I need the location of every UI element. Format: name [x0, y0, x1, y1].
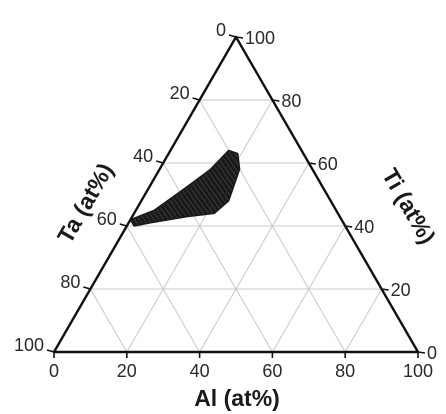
bottom-tick-label-80: 80: [335, 361, 355, 381]
left-tick-mark-80: [83, 286, 91, 290]
left-tick-mark-20: [192, 97, 200, 101]
left-tick-label-60: 60: [97, 209, 117, 229]
bottom-axis-title: Al (at%): [194, 385, 280, 411]
right-tick-mark-100: [235, 36, 244, 39]
bottom-tick-label-0: 0: [49, 361, 59, 381]
left-tick-label-20: 20: [170, 83, 190, 103]
bottom-tick-label-40: 40: [190, 361, 210, 381]
right-tick-mark-40: [345, 225, 353, 228]
grid-line-al-60: [271, 225, 346, 353]
right-tick-label-60: 60: [318, 154, 338, 174]
left-axis-title: Ta (at%): [52, 159, 118, 248]
left-axis-line: [52, 35, 238, 354]
left-tick-mark-60: [119, 223, 128, 227]
grid-line-ta-80: [89, 288, 128, 353]
grid-line-al-40: [199, 162, 310, 353]
right-axis-title: Ti (at%): [377, 164, 441, 249]
right-tick-label-20: 20: [391, 280, 411, 300]
composition-region: [129, 149, 241, 227]
region-layer: [129, 149, 241, 227]
right-tick-label-40: 40: [354, 217, 374, 237]
bottom-tick-label-20: 20: [117, 361, 137, 381]
right-tick-label-80: 80: [281, 91, 301, 111]
grid-layer: [89, 99, 383, 353]
right-tick-mark-80: [272, 99, 280, 102]
left-tick-mark-100: [46, 349, 55, 353]
right-tick-mark-60: [308, 162, 316, 165]
bottom-tick-label-100: 100: [403, 361, 433, 381]
right-tick-mark-0: [417, 351, 426, 354]
right-tick-label-0: 0: [427, 343, 437, 363]
bottom-tick-label-60: 60: [262, 361, 282, 381]
left-tick-label-40: 40: [133, 146, 153, 166]
left-tick-label-0: 0: [216, 20, 226, 40]
right-tick-mark-20: [381, 288, 389, 291]
left-tick-mark-40: [155, 160, 164, 164]
left-tick-label-100: 100: [14, 335, 44, 355]
triangle-frame: [52, 35, 420, 354]
right-axis-line: [234, 35, 420, 354]
grid-line-al-80: [344, 288, 383, 353]
grid-line-ta-60: [126, 225, 201, 353]
right-tick-label-100: 100: [245, 28, 275, 48]
left-tick-label-80: 80: [60, 272, 80, 292]
left-tick-mark-0: [228, 34, 237, 38]
